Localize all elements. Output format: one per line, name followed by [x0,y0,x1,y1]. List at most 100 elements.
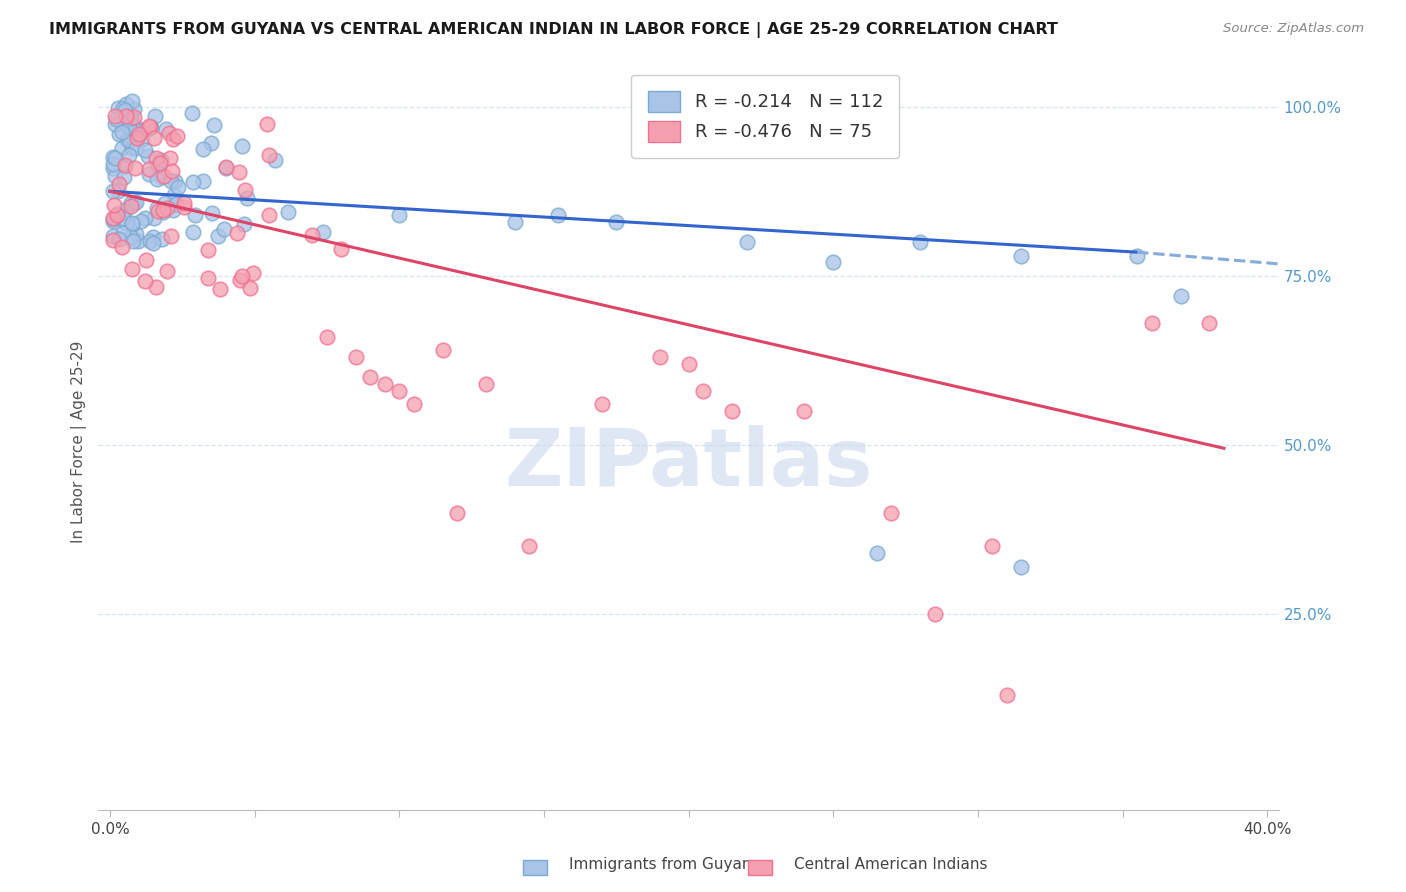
Point [159,151,181,165]
Point [134,143,156,157]
Point [101,161,124,175]
Point [1170,289,1192,303]
Point [215,161,238,175]
Point [197,271,219,285]
Point [152,205,174,219]
Point [312,225,335,239]
Point [823,255,845,269]
Point [135,252,157,267]
Point [146,201,169,215]
Point [233,183,256,197]
Point [432,343,454,358]
Point [146,172,169,186]
Point [183,225,205,239]
Point [108,232,131,246]
Point [165,196,187,211]
Point [166,128,188,143]
Point [503,215,526,229]
Point [108,178,131,192]
Point [156,201,179,215]
Point [155,121,177,136]
Point [225,226,247,240]
Point [128,127,150,141]
Legend: R = -0.214   N = 112, R = -0.476   N = 75: R = -0.214 N = 112, R = -0.476 N = 75 [631,75,900,158]
Point [118,124,141,138]
Point [648,350,671,364]
Point [212,222,235,236]
Point [1140,316,1163,330]
Point [110,113,132,128]
Point [115,109,138,123]
Point [108,127,131,141]
Point [231,269,253,284]
Point [115,96,138,111]
Point [117,120,139,135]
Point [131,131,153,145]
Point [114,158,136,172]
Point [121,94,143,108]
Point [793,404,815,418]
Point [1198,316,1220,330]
Point [124,227,146,242]
Point [101,233,124,247]
Point [122,195,145,210]
Point [1126,249,1149,263]
Point [139,120,162,134]
Point [124,161,146,176]
Point [121,261,143,276]
Point [125,195,148,210]
Point [117,111,139,125]
Point [735,235,758,249]
Point [236,191,259,205]
Point [173,196,195,211]
Point [125,121,148,136]
Point [200,136,222,150]
Point [264,153,287,168]
Point [129,214,152,228]
Text: Immigrants from Guyana: Immigrants from Guyana [569,857,761,871]
Point [104,151,127,165]
Point [880,506,903,520]
Point [995,688,1018,702]
Point [114,160,136,174]
Point [105,207,128,221]
Point [128,124,150,138]
Point [678,357,700,371]
Point [475,377,498,392]
Point [160,164,183,178]
Point [122,234,145,248]
Point [136,149,159,163]
Point [122,217,145,231]
Point [162,203,184,218]
Point [605,215,627,229]
Point [148,203,170,218]
Point [120,196,142,211]
Point [101,157,124,171]
Text: IMMIGRANTS FROM GUYANA VS CENTRAL AMERICAN INDIAN IN LABOR FORCE | AGE 25-29 COR: IMMIGRANTS FROM GUYANA VS CENTRAL AMERIC… [49,22,1059,38]
Point [201,206,224,220]
Point [233,217,256,231]
Point [181,106,204,120]
Point [330,242,353,256]
Point [1010,249,1032,263]
Point [101,211,124,225]
Point [202,119,225,133]
Point [134,274,156,288]
Point [242,266,264,280]
Point [256,117,278,131]
Point [138,168,160,182]
Point [112,169,135,184]
Point [143,109,166,123]
Point [207,228,229,243]
Point [149,155,172,169]
Text: Source: ZipAtlas.com: Source: ZipAtlas.com [1223,22,1364,36]
Point [316,329,339,343]
Point [111,126,134,140]
Point [149,153,172,168]
Point [359,370,381,384]
Point [519,539,541,553]
Point [721,404,744,418]
Point [146,158,169,172]
Point [118,133,141,147]
Point [142,236,165,251]
